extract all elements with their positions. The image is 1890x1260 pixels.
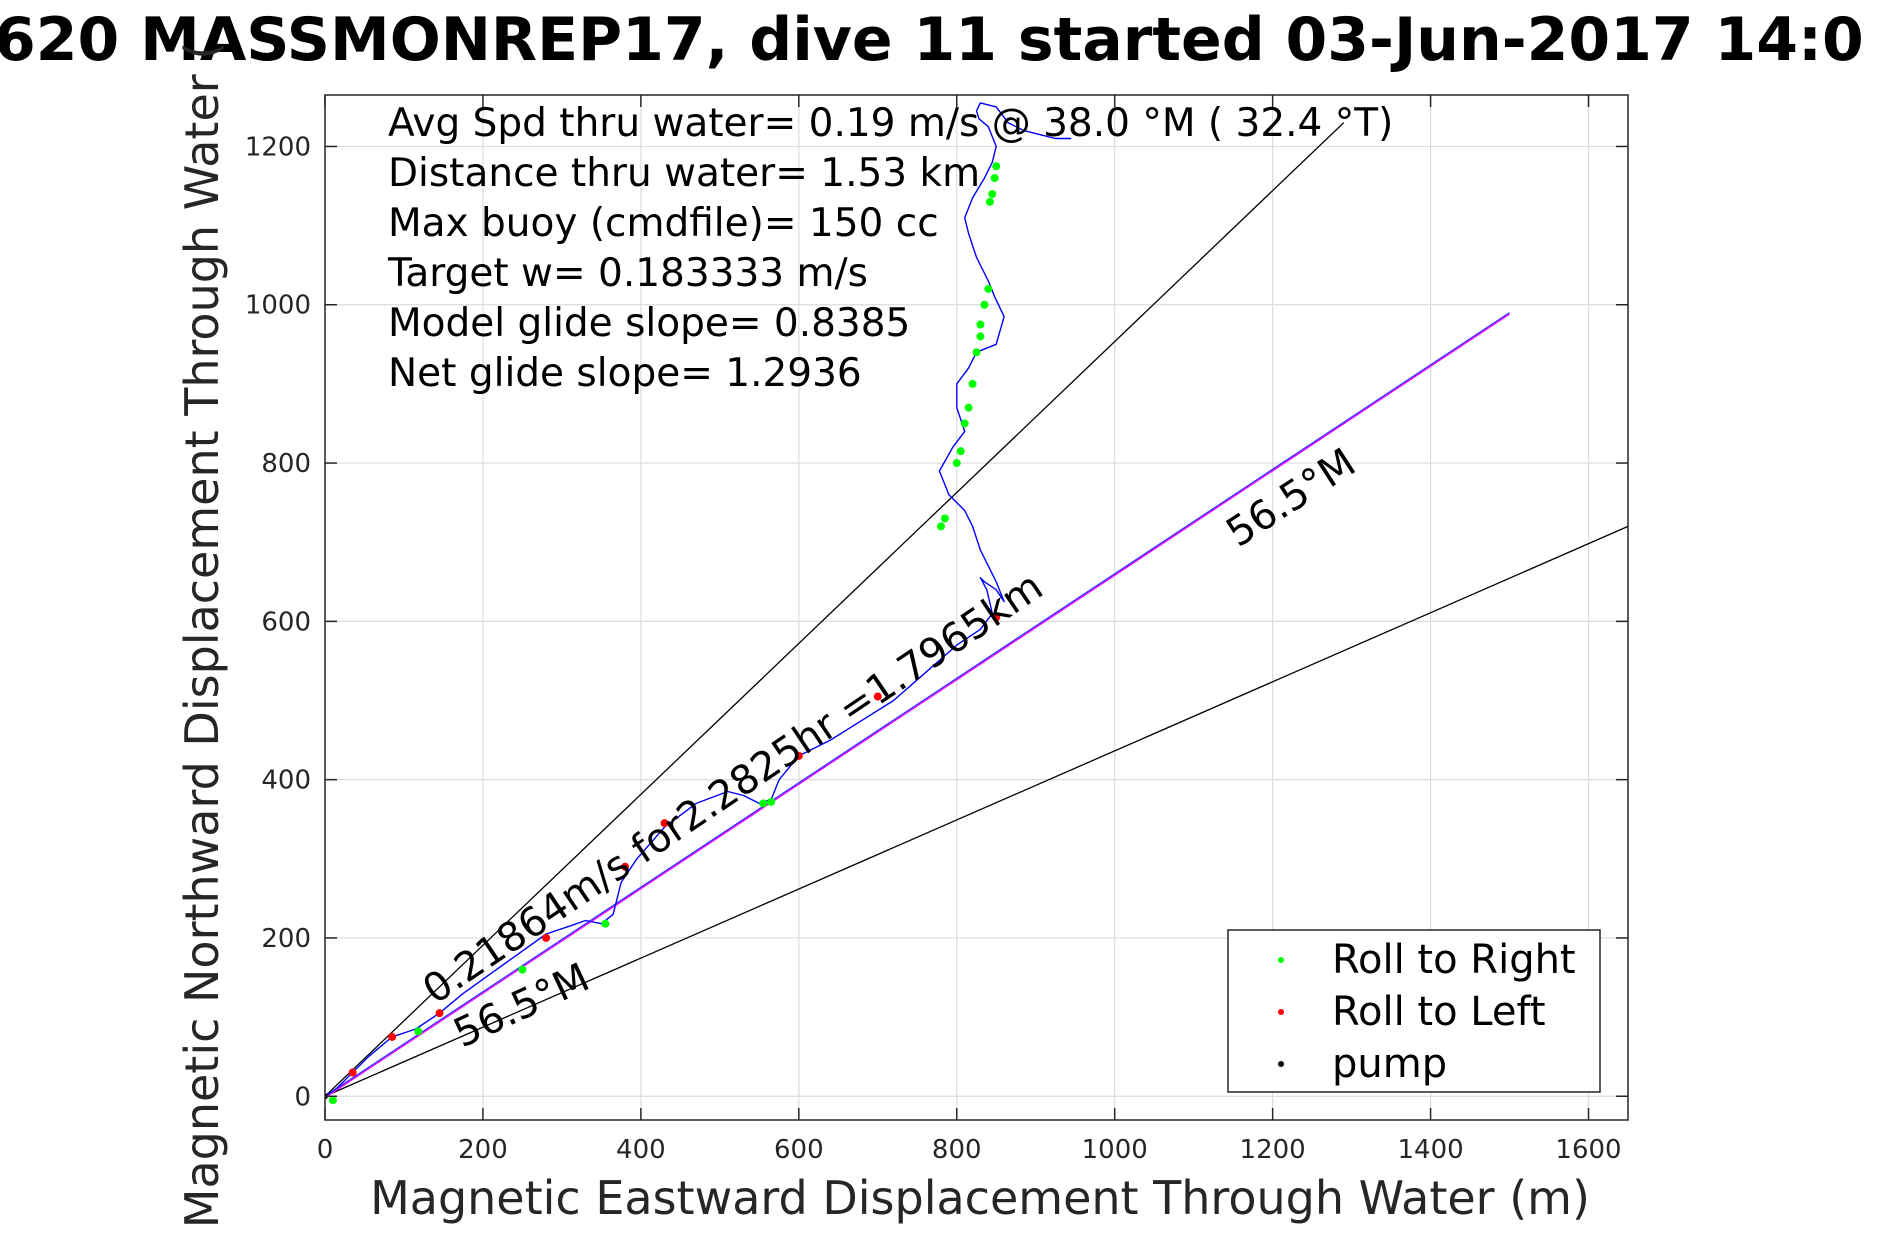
info-block: Avg Spd thru water= 0.19 m/s @ 38.0 °M (… bbox=[387, 101, 1393, 396]
point-roll-to-right bbox=[601, 919, 610, 928]
legend: Roll to Right Roll to Left pump bbox=[1227, 929, 1601, 1093]
point-roll-to-left bbox=[873, 692, 882, 701]
point-roll-to-right bbox=[759, 799, 768, 808]
point-roll-to-left bbox=[542, 933, 551, 942]
y-tick-label: 200 bbox=[261, 924, 311, 954]
x-tick-label: 1600 bbox=[1555, 1135, 1621, 1165]
x-tick-label: 1400 bbox=[1397, 1135, 1463, 1165]
ticks: 0 200 400 600 800 1000 1200 1400 1600 0 200 400 600 8… bbox=[245, 95, 1628, 1165]
info-model-glide: Model glide slope= 0.8385 bbox=[388, 301, 910, 346]
point-roll-to-right bbox=[972, 348, 981, 357]
info-target-w: Target w= 0.183333 m/s bbox=[387, 251, 868, 296]
point-roll-to-right bbox=[964, 403, 973, 412]
point-roll-to-right bbox=[988, 189, 997, 198]
point-roll-to-right bbox=[976, 320, 985, 329]
point-roll-to-right bbox=[767, 797, 776, 806]
plot-area: 0 200 400 600 800 1000 1200 1400 1600 0 200 400 600 8… bbox=[245, 94, 1629, 1165]
y-axis-label: Magnetic Northward Displacement Through … bbox=[175, 42, 229, 1228]
x-tick-label: 0 bbox=[317, 1135, 334, 1165]
series-layer bbox=[325, 102, 1072, 1105]
series-track-line bbox=[325, 102, 1072, 1097]
point-roll-to-left bbox=[388, 1032, 397, 1041]
legend-marker-pump bbox=[1278, 1061, 1284, 1067]
y-tick-label: 0 bbox=[294, 1082, 311, 1112]
x-tick-label: 600 bbox=[774, 1135, 824, 1165]
legend-label-pump: pump bbox=[1332, 1041, 1447, 1087]
x-tick-label: 800 bbox=[932, 1135, 982, 1165]
x-tick-label: 400 bbox=[616, 1135, 666, 1165]
point-roll-to-right bbox=[414, 1027, 423, 1036]
info-distance: Distance thru water= 1.53 km bbox=[388, 151, 980, 196]
info-net-glide: Net glide slope= 1.2936 bbox=[388, 351, 862, 396]
x-tick-label: 1000 bbox=[1082, 1135, 1148, 1165]
point-roll-to-left bbox=[794, 751, 803, 760]
point-roll-to-right bbox=[952, 459, 961, 468]
point-roll-to-right bbox=[976, 332, 985, 341]
point-roll-to-right bbox=[990, 174, 999, 183]
point-roll-to-right bbox=[984, 284, 993, 293]
x-tick-label: 1200 bbox=[1240, 1135, 1306, 1165]
info-avg-speed: Avg Spd thru water= 0.19 m/s @ 38.0 °M (… bbox=[388, 101, 1393, 146]
x-tick-label: 200 bbox=[458, 1135, 508, 1165]
point-roll-to-right bbox=[985, 197, 994, 206]
chart-title: 620 MASSMONREP17, dive 11 started 03-Jun… bbox=[0, 5, 1864, 75]
legend-label-roll-left: Roll to Left bbox=[1332, 989, 1546, 1035]
y-tick-label: 600 bbox=[261, 607, 311, 637]
point-roll-to-right bbox=[956, 447, 965, 456]
point-roll-to-right bbox=[992, 162, 1001, 171]
point-roll-to-left bbox=[435, 1009, 444, 1018]
reference-line-lower bbox=[325, 525, 1628, 1097]
point-roll-to-right bbox=[968, 379, 977, 388]
point-roll-to-right bbox=[328, 1096, 337, 1105]
legend-marker-roll-right bbox=[1278, 957, 1284, 963]
x-axis-label: Magnetic Eastward Displacement Through W… bbox=[370, 1171, 1590, 1225]
point-roll-to-right bbox=[518, 965, 527, 974]
y-tick-label: 800 bbox=[261, 449, 311, 479]
y-tick-label: 1000 bbox=[245, 291, 311, 321]
point-roll-to-left bbox=[660, 819, 669, 828]
legend-label-roll-right: Roll to Right bbox=[1332, 937, 1576, 983]
point-roll-to-right bbox=[936, 522, 945, 531]
point-roll-to-right bbox=[980, 300, 989, 309]
y-tick-label: 1200 bbox=[245, 132, 311, 162]
point-roll-to-left bbox=[621, 862, 630, 871]
plot-frame bbox=[324, 94, 1629, 1121]
legend-marker-roll-left bbox=[1278, 1009, 1284, 1015]
point-roll-to-right bbox=[960, 419, 969, 428]
point-roll-to-left bbox=[348, 1068, 357, 1077]
y-tick-label: 400 bbox=[261, 766, 311, 796]
info-max-buoy: Max buoy (cmdfile)= 150 cc bbox=[388, 201, 939, 246]
legend-box bbox=[1227, 929, 1601, 1093]
point-roll-to-left bbox=[992, 613, 1001, 622]
reference-line-upper bbox=[325, 122, 1345, 1097]
point-roll-to-right bbox=[940, 514, 949, 523]
